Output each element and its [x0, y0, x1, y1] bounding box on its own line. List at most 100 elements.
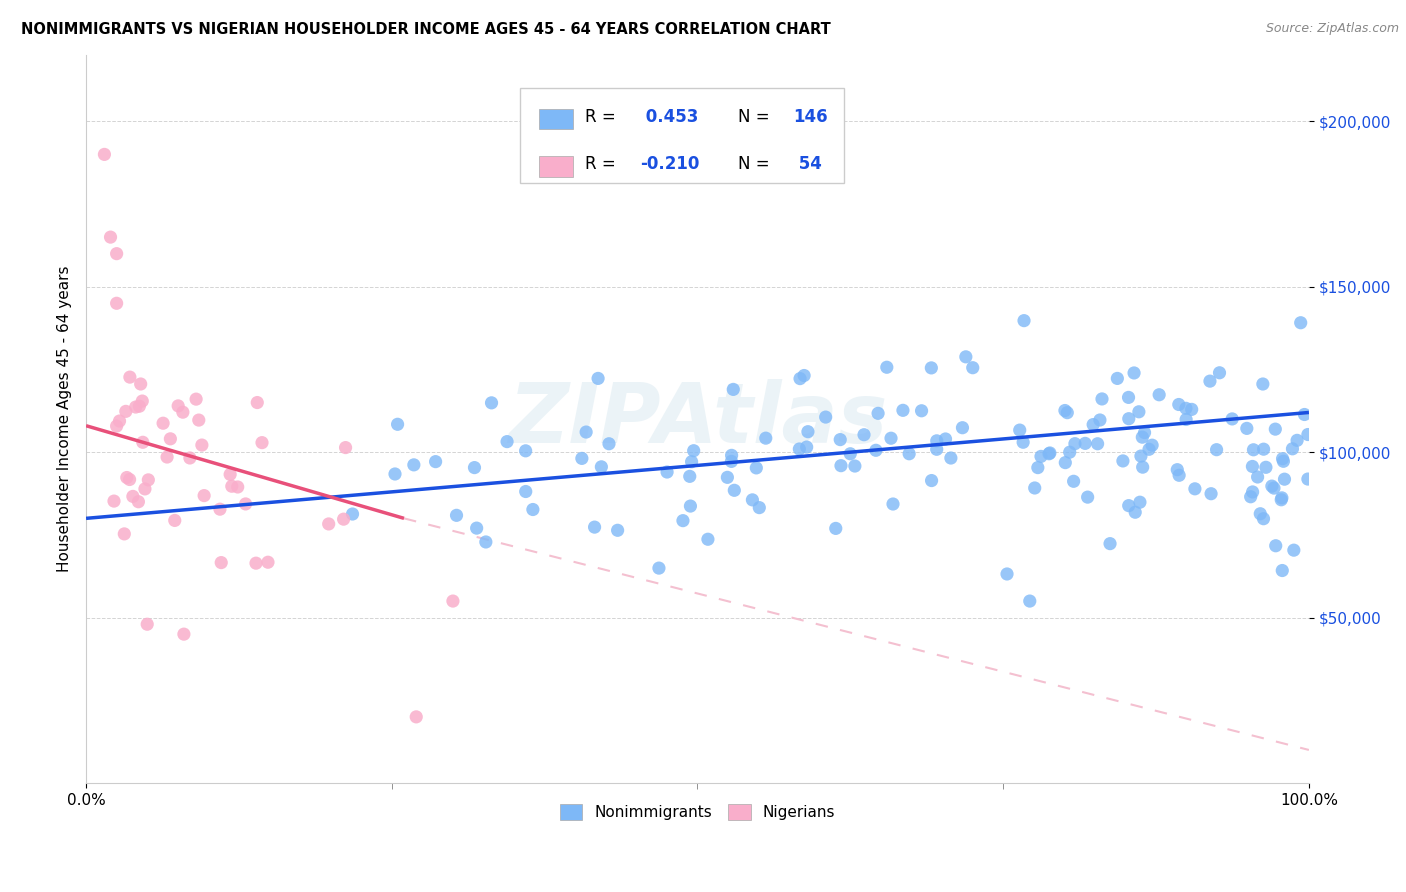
- Point: [441, 594, 464, 608]
- Point: [1118, 411, 1140, 425]
- Point: [679, 469, 702, 483]
- Text: 54: 54: [793, 155, 821, 173]
- Point: [257, 555, 280, 569]
- Point: [591, 459, 613, 474]
- Point: [1271, 491, 1294, 505]
- Point: [105, 296, 128, 310]
- Point: [655, 465, 678, 479]
- Point: [586, 371, 609, 385]
- Point: [1271, 451, 1294, 466]
- Point: [522, 502, 544, 516]
- Point: [716, 470, 738, 484]
- Point: [1272, 454, 1295, 468]
- Point: [402, 458, 425, 472]
- Point: [1129, 495, 1152, 509]
- Point: [191, 438, 214, 452]
- Point: [1053, 403, 1076, 417]
- Point: [1038, 447, 1060, 461]
- Point: [796, 440, 818, 454]
- Point: [496, 434, 519, 449]
- Point: [118, 473, 141, 487]
- Point: [173, 627, 195, 641]
- Point: [1012, 313, 1035, 327]
- Point: [475, 535, 498, 549]
- Point: [939, 450, 962, 465]
- Point: [910, 404, 932, 418]
- Point: [1012, 435, 1035, 450]
- Point: [1271, 564, 1294, 578]
- Point: [1249, 507, 1271, 521]
- Point: [112, 527, 135, 541]
- Point: [129, 376, 152, 391]
- Point: [118, 370, 141, 384]
- Point: [1167, 397, 1189, 411]
- Point: [1123, 505, 1146, 519]
- Point: [250, 435, 273, 450]
- Point: [606, 524, 628, 538]
- Text: R =: R =: [585, 155, 621, 173]
- Point: [1088, 413, 1111, 427]
- Point: [1282, 543, 1305, 558]
- Point: [425, 455, 447, 469]
- Point: [1130, 430, 1153, 444]
- Point: [598, 436, 620, 450]
- Point: [814, 410, 837, 425]
- Point: [179, 450, 201, 465]
- Point: [1253, 512, 1275, 526]
- Bar: [520, 88, 844, 183]
- Point: [221, 479, 243, 493]
- Point: [115, 470, 138, 484]
- Point: [132, 435, 155, 450]
- Text: 0.453: 0.453: [640, 108, 699, 126]
- Point: [1205, 442, 1227, 457]
- Point: [1240, 490, 1263, 504]
- Point: [1129, 449, 1152, 463]
- Point: [898, 447, 921, 461]
- Point: [136, 473, 159, 487]
- Point: [515, 484, 537, 499]
- Point: [387, 417, 409, 432]
- Point: [103, 494, 125, 508]
- Point: [1289, 316, 1312, 330]
- Point: [1181, 402, 1204, 417]
- Point: [830, 458, 852, 473]
- Point: [882, 497, 904, 511]
- Y-axis label: Householder Income Ages 45 - 64 years: Householder Income Ages 45 - 64 years: [58, 266, 72, 573]
- Point: [1112, 454, 1135, 468]
- Point: [839, 447, 862, 461]
- Point: [1118, 391, 1140, 405]
- Point: [824, 521, 846, 535]
- Point: [136, 617, 159, 632]
- Point: [1140, 438, 1163, 452]
- Point: [105, 246, 128, 260]
- Point: [1074, 436, 1097, 450]
- Point: [880, 431, 903, 445]
- Point: [1261, 479, 1284, 493]
- Point: [952, 421, 974, 435]
- Point: [1241, 459, 1264, 474]
- Point: [1054, 456, 1077, 470]
- Point: [865, 443, 887, 458]
- Point: [1281, 442, 1303, 456]
- Point: [1270, 492, 1292, 507]
- Point: [1091, 392, 1114, 406]
- Point: [1077, 490, 1099, 504]
- Point: [1166, 463, 1188, 477]
- Point: [934, 432, 956, 446]
- Point: [245, 556, 267, 570]
- Point: [844, 458, 866, 473]
- Point: [1263, 481, 1285, 495]
- Text: 146: 146: [793, 108, 828, 126]
- Point: [105, 419, 128, 434]
- Point: [1064, 436, 1087, 450]
- Point: [920, 360, 942, 375]
- Point: [100, 230, 122, 244]
- Point: [318, 516, 340, 531]
- Point: [793, 368, 815, 383]
- Point: [876, 360, 898, 375]
- Point: [184, 392, 207, 406]
- Point: [1174, 401, 1197, 416]
- Point: [122, 490, 145, 504]
- Point: [1056, 406, 1078, 420]
- Point: [128, 399, 150, 413]
